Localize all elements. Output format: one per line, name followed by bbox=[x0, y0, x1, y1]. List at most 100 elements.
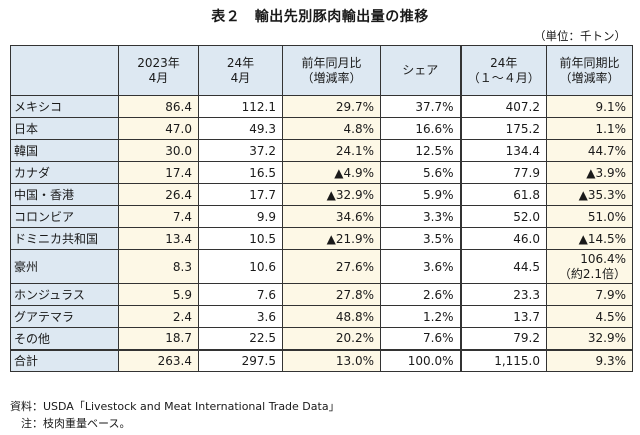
cell-v24: 16.5 bbox=[198, 161, 283, 184]
cell-yoy: 27.6% bbox=[282, 249, 381, 284]
header-24-ytd: 24年 （１～４月） bbox=[459, 45, 547, 96]
cell-yoy: 34.6% bbox=[282, 205, 381, 228]
cell-ytd: 407.2 bbox=[459, 95, 547, 118]
row-label: コロンビア bbox=[10, 205, 119, 228]
cell-yoyp: 1.1% bbox=[546, 117, 633, 140]
table-row: カナダ 17.4 16.5 ▲4.9% 5.6% 77.9 ▲3.9% bbox=[10, 161, 633, 184]
table-row: グアテマラ 2.4 3.6 48.8% 1.2% 13.7 4.5% bbox=[10, 305, 633, 328]
cell-yoyp: ▲3.9% bbox=[546, 161, 633, 184]
cell-ytd: 44.5 bbox=[459, 249, 547, 284]
cell-v2023: 47.0 bbox=[118, 117, 199, 140]
cell-yoyp: 106.4% （約2.1倍） bbox=[546, 249, 633, 284]
cell-ytd: 52.0 bbox=[459, 205, 547, 228]
cell-yoy: 48.8% bbox=[282, 305, 381, 328]
cell-yoyp: ▲35.3% bbox=[546, 183, 633, 206]
cell-yoyp: 44.7% bbox=[546, 139, 633, 162]
cell-yoyp: 9.3% bbox=[546, 348, 633, 372]
cell-ytd: 175.2 bbox=[459, 117, 547, 140]
cell-yoyp: 7.9% bbox=[546, 283, 633, 306]
table-row: メキシコ 86.4 112.1 29.7% 37.7% 407.2 9.1% bbox=[10, 95, 633, 118]
cell-yoy: 20.2% bbox=[282, 327, 381, 350]
header-corner bbox=[10, 45, 119, 96]
cell-ytd: 134.4 bbox=[459, 139, 547, 162]
cell-v24: 9.9 bbox=[198, 205, 283, 228]
cell-v24: 10.5 bbox=[198, 227, 283, 250]
cell-share: 7.6% bbox=[380, 327, 461, 350]
cell-v24: 3.6 bbox=[198, 305, 283, 328]
cell-v2023: 13.4 bbox=[118, 227, 199, 250]
cell-share: 2.6% bbox=[380, 283, 461, 306]
export-table: 2023年 4月 24年 4月 前年同月比 （増減率） シェア 24年 （１～４… bbox=[10, 45, 633, 372]
footnote: 注：枝肉重量ベース。 bbox=[10, 417, 131, 430]
cell-yoy: 24.1% bbox=[282, 139, 381, 162]
table-row: 韓国 30.0 37.2 24.1% 12.5% 134.4 44.7% bbox=[10, 139, 633, 162]
cell-v24: 297.5 bbox=[198, 348, 283, 372]
table-row: その他 18.7 22.5 20.2% 7.6% 79.2 32.9% bbox=[10, 327, 633, 350]
cell-v24: 10.6 bbox=[198, 249, 283, 284]
header-yoy-period: 前年同期比 （増減率） bbox=[546, 45, 633, 96]
cell-share: 3.3% bbox=[380, 205, 461, 228]
row-label: 韓国 bbox=[10, 139, 119, 162]
cell-v24: 112.1 bbox=[198, 95, 283, 118]
table-title: 表２ 輸出先別豚肉輸出量の推移 bbox=[211, 9, 429, 25]
cell-yoyp: ▲14.5% bbox=[546, 227, 633, 250]
table-row: コロンビア 7.4 9.9 34.6% 3.3% 52.0 51.0% bbox=[10, 205, 633, 228]
row-label: グアテマラ bbox=[10, 305, 119, 328]
row-label: 合計 bbox=[10, 348, 119, 372]
cell-yoy: ▲32.9% bbox=[282, 183, 381, 206]
cell-yoyp: 32.9% bbox=[546, 327, 633, 350]
cell-v2023: 5.9 bbox=[118, 283, 199, 306]
cell-ytd: 46.0 bbox=[459, 227, 547, 250]
cell-share: 16.6% bbox=[380, 117, 461, 140]
cell-share: 3.6% bbox=[380, 249, 461, 284]
cell-share: 100.0% bbox=[380, 348, 461, 372]
cell-yoy: ▲21.9% bbox=[282, 227, 381, 250]
table-row: 豪州 8.3 10.6 27.6% 3.6% 44.5 106.4% （約2.1倍） bbox=[10, 249, 633, 284]
unit-label: （単位：千トン） bbox=[534, 29, 626, 43]
cell-ytd: 61.8 bbox=[459, 183, 547, 206]
header-yoy-month: 前年同月比 （増減率） bbox=[282, 45, 381, 96]
row-label: ドミニカ共和国 bbox=[10, 227, 119, 250]
table-row: 中国・香港 26.4 17.7 ▲32.9% 5.9% 61.8 ▲35.3% bbox=[10, 183, 633, 206]
row-label: カナダ bbox=[10, 161, 119, 184]
cell-ytd: 77.9 bbox=[459, 161, 547, 184]
cell-ytd: 23.3 bbox=[459, 283, 547, 306]
cell-v2023: 17.4 bbox=[118, 161, 199, 184]
header-24-april: 24年 4月 bbox=[198, 45, 283, 96]
cell-ytd: 1,115.0 bbox=[459, 348, 547, 372]
table-row: ドミニカ共和国 13.4 10.5 ▲21.9% 3.5% 46.0 ▲14.5% bbox=[10, 227, 633, 250]
cell-yoy: 4.8% bbox=[282, 117, 381, 140]
row-label: メキシコ bbox=[10, 95, 119, 118]
table-row: 合計 263.4 297.5 13.0% 100.0% 1,115.0 9.3% bbox=[10, 348, 633, 372]
table-row: 日本 47.0 49.3 4.8% 16.6% 175.2 1.1% bbox=[10, 117, 633, 140]
row-label: 中国・香港 bbox=[10, 183, 119, 206]
table-body: メキシコ 86.4 112.1 29.7% 37.7% 407.2 9.1% 日本 47.0 49… bbox=[10, 95, 633, 372]
header-2023-april: 2023年 4月 bbox=[118, 45, 199, 96]
cell-ytd: 13.7 bbox=[459, 305, 547, 328]
cell-v2023: 263.4 bbox=[118, 348, 199, 372]
cell-share: 5.6% bbox=[380, 161, 461, 184]
row-label: 豪州 bbox=[10, 249, 119, 284]
cell-yoy: ▲4.9% bbox=[282, 161, 381, 184]
cell-v2023: 2.4 bbox=[118, 305, 199, 328]
source-note: 資料：USDA「Livestock and Meat International… bbox=[10, 400, 340, 413]
cell-yoy: 29.7% bbox=[282, 95, 381, 118]
row-label: 日本 bbox=[10, 117, 119, 140]
cell-share: 5.9% bbox=[380, 183, 461, 206]
cell-yoy: 13.0% bbox=[282, 348, 381, 372]
cell-yoyp: 4.5% bbox=[546, 305, 633, 328]
cell-v2023: 18.7 bbox=[118, 327, 199, 350]
cell-yoyp: 9.1% bbox=[546, 95, 633, 118]
cell-v2023: 8.3 bbox=[118, 249, 199, 284]
table-row: ホンジュラス 5.9 7.6 27.8% 2.6% 23.3 7.9% bbox=[10, 283, 633, 306]
cell-share: 12.5% bbox=[380, 139, 461, 162]
cell-share: 1.2% bbox=[380, 305, 461, 328]
cell-ytd: 79.2 bbox=[459, 327, 547, 350]
cell-yoy: 27.8% bbox=[282, 283, 381, 306]
cell-v24: 49.3 bbox=[198, 117, 283, 140]
cell-v24: 22.5 bbox=[198, 327, 283, 350]
cell-share: 37.7% bbox=[380, 95, 461, 118]
cell-v24: 37.2 bbox=[198, 139, 283, 162]
row-label: ホンジュラス bbox=[10, 283, 119, 306]
cell-v2023: 30.0 bbox=[118, 139, 199, 162]
